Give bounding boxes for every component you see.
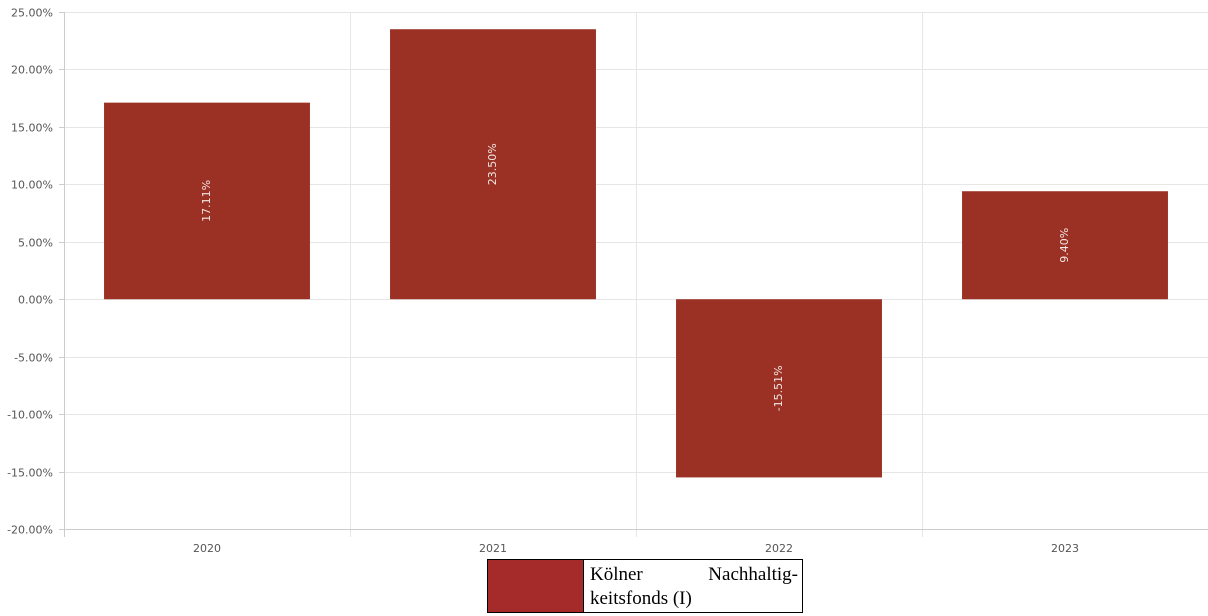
x-axis-tick-labels: 2020 2021 2022 2023	[193, 542, 1079, 555]
bar-data-label: 17.11%	[200, 180, 213, 222]
x-tick-label: 2023	[1051, 542, 1079, 555]
y-tick-label: 10.00%	[11, 179, 53, 192]
bar-chart: 25.00% 20.00% 15.00% 10.00% 5.00% 0.00% -5.00%…	[7, 7, 1208, 555]
bars	[104, 29, 1168, 478]
y-tick-label: 25.00%	[11, 7, 53, 20]
y-tick-label: 15.00%	[11, 122, 53, 135]
legend: Kölner Nachhaltig-keitsfonds (I)	[487, 559, 803, 613]
y-tick-label: -5.00%	[14, 352, 53, 365]
bar-2023	[962, 191, 1168, 300]
axes	[59, 12, 1208, 537]
y-tick-label: 20.00%	[11, 64, 53, 77]
bar-data-label: -15.51%	[772, 365, 785, 411]
x-tick-label: 2021	[479, 542, 507, 555]
bar-data-labels: 17.11% 23.50% -15.51% 9.40%	[200, 143, 1071, 411]
bar-2020	[104, 102, 310, 300]
bar-data-label: 9.40%	[1058, 228, 1071, 263]
x-tick-label: 2022	[765, 542, 793, 555]
legend-label: Kölner Nachhaltig-keitsfonds (I)	[590, 564, 798, 609]
y-tick-label: 5.00%	[18, 237, 53, 250]
bar-2022	[676, 299, 882, 478]
y-tick-label: -10.00%	[7, 409, 53, 422]
y-axis-tick-labels: 25.00% 20.00% 15.00% 10.00% 5.00% 0.00% -5.00%…	[7, 7, 53, 537]
bar-2021	[390, 29, 596, 300]
y-tick-label: -15.00%	[7, 467, 53, 480]
x-tick-label: 2020	[193, 542, 221, 555]
bar-data-label: 23.50%	[486, 143, 499, 185]
y-tick-label: 0.00%	[18, 294, 53, 307]
legend-swatch	[488, 560, 584, 612]
y-tick-label: -20.00%	[7, 524, 53, 537]
